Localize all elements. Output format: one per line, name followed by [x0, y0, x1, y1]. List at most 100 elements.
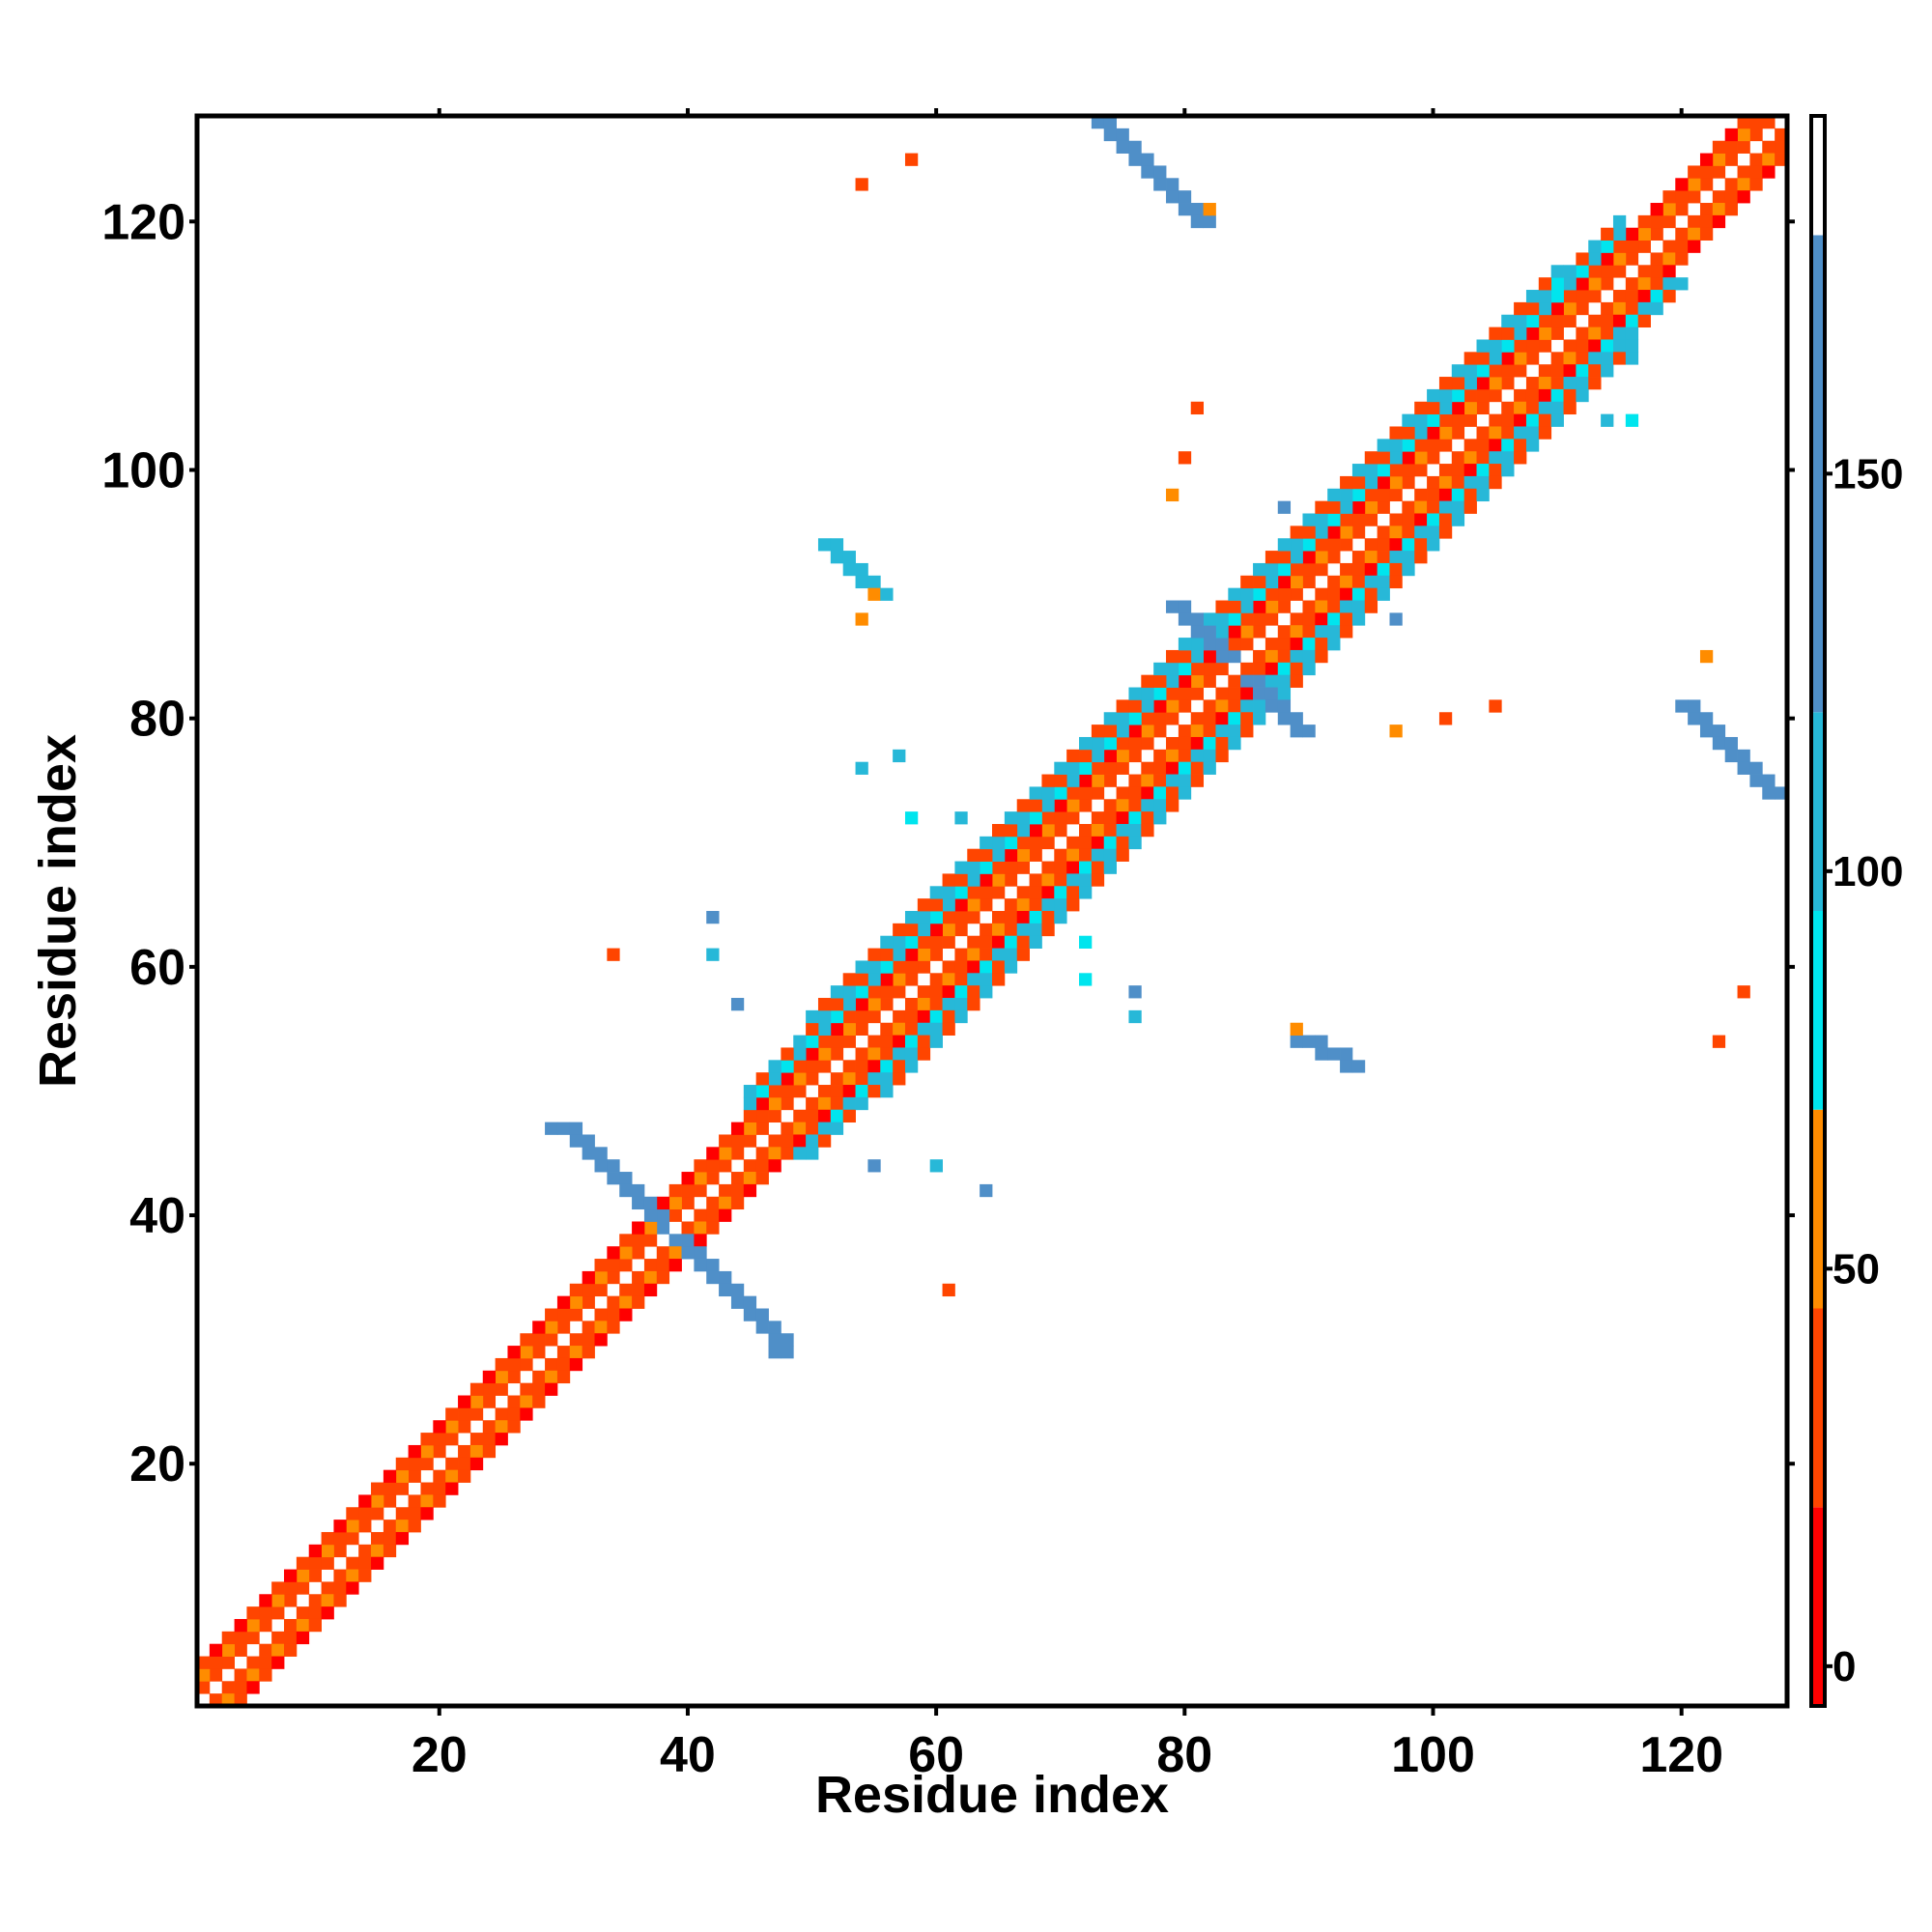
heatmap-cell [1141, 774, 1154, 787]
heatmap-cell [1315, 1035, 1328, 1048]
y-tick-label: 100 [101, 442, 185, 498]
heatmap-cell [1675, 178, 1689, 191]
heatmap-cell [1451, 364, 1465, 378]
heatmap-cell [817, 1109, 832, 1123]
heatmap-cell [830, 1085, 844, 1098]
heatmap-cell [1563, 401, 1577, 415]
x-tick-label: 60 [908, 1727, 964, 1783]
heatmap-cell [719, 1183, 732, 1198]
heatmap-cell [395, 1520, 410, 1533]
heatmap-cell [867, 1085, 881, 1098]
heatmap-cell [1377, 475, 1390, 490]
heatmap-cell [1688, 165, 1701, 179]
heatmap-cell [1762, 786, 1776, 800]
heatmap-cell [1514, 314, 1527, 328]
heatmap-cell [781, 1096, 794, 1111]
heatmap-cell [1091, 786, 1105, 800]
heatmap-cell [942, 960, 955, 974]
heatmap-cell [1364, 562, 1378, 577]
heatmap-cell [619, 1295, 633, 1309]
heatmap-cell [371, 1507, 384, 1520]
heatmap-cell [1427, 475, 1440, 490]
heatmap-cell [1277, 600, 1292, 613]
heatmap-cell [1563, 265, 1577, 278]
heatmap-cell [1389, 488, 1403, 502]
heatmap-cell [954, 873, 968, 887]
heatmap-cell [1340, 488, 1353, 502]
heatmap-cell [259, 1618, 272, 1633]
heatmap-cell [1302, 562, 1316, 577]
heatmap-cell [992, 973, 1006, 986]
heatmap-cell [1438, 712, 1453, 725]
heatmap-cell [632, 1295, 645, 1309]
heatmap-cell [507, 1395, 521, 1408]
heatmap-cell [893, 1072, 906, 1086]
heatmap-cell [1650, 252, 1663, 266]
heatmap-cell [706, 1270, 720, 1285]
heatmap-cell [917, 960, 931, 974]
heatmap-cell [1525, 401, 1540, 415]
heatmap-cell [1066, 786, 1080, 800]
heatmap-cell [1190, 612, 1205, 626]
y-tick-label: 120 [101, 194, 185, 250]
heatmap-cell [296, 1618, 310, 1633]
heatmap-cell [221, 1631, 235, 1645]
heatmap-cell [1166, 190, 1179, 204]
heatmap-cell [706, 948, 720, 961]
heatmap-cell [1215, 612, 1229, 626]
heatmap-cell [954, 898, 968, 912]
heatmap-cell [1438, 401, 1453, 415]
heatmap-cell [1364, 538, 1378, 552]
heatmap-cell [1153, 712, 1167, 725]
heatmap-cell [917, 911, 931, 924]
heatmap-cell [1116, 699, 1129, 713]
heatmap-cell [1277, 638, 1292, 651]
heatmap-cell [755, 1308, 769, 1321]
heatmap-cell [1228, 687, 1241, 700]
heatmap-cell [980, 848, 993, 862]
heatmap-cell [1091, 749, 1105, 763]
heatmap-cell [880, 1022, 894, 1036]
heatmap-cell [1340, 500, 1353, 514]
heatmap-cell [694, 1234, 707, 1247]
heatmap-cell [1079, 774, 1093, 787]
heatmap-cell [1153, 799, 1167, 812]
heatmap-cell [1514, 352, 1527, 365]
heatmap-cell [1091, 811, 1105, 825]
heatmap-cell [1116, 799, 1129, 812]
x-tick-label: 80 [1156, 1727, 1212, 1783]
heatmap-cell [1315, 526, 1328, 539]
heatmap-cell [1302, 724, 1316, 738]
heatmap-cell [942, 1009, 955, 1024]
heatmap-cell [1004, 898, 1018, 912]
heatmap-cell [1141, 674, 1154, 688]
heatmap-cell [433, 1494, 446, 1508]
heatmap-cell [1041, 861, 1055, 874]
heatmap-cell [1514, 388, 1527, 403]
heatmap-cell [1190, 638, 1205, 651]
heatmap-cell [1688, 178, 1701, 191]
colorbar-band [1811, 712, 1825, 911]
heatmap-cell [1775, 786, 1788, 800]
heatmap-cell [308, 1556, 322, 1570]
heatmap-cell [1302, 575, 1316, 589]
heatmap-cell [1166, 600, 1179, 613]
heatmap-cell [980, 960, 993, 974]
heatmap-cell [532, 1382, 546, 1396]
heatmap-cell [1612, 301, 1627, 316]
heatmap-cell [1650, 214, 1663, 229]
heatmap-cell [1004, 923, 1018, 937]
heatmap-cell [1601, 352, 1614, 365]
heatmap-cell [1612, 265, 1627, 278]
heatmap-cell [1091, 848, 1105, 862]
heatmap-cell [855, 1096, 868, 1111]
heatmap-cell [1054, 823, 1067, 838]
heatmap-cell [1612, 339, 1627, 353]
heatmap-cell [1228, 724, 1241, 738]
heatmap-cell [1277, 587, 1292, 601]
heatmap-cell [793, 1035, 807, 1048]
heatmap-cell [1351, 1060, 1366, 1073]
heatmap-cell [954, 998, 968, 1011]
heatmap-cell [333, 1594, 347, 1607]
heatmap-cell [1103, 811, 1117, 825]
